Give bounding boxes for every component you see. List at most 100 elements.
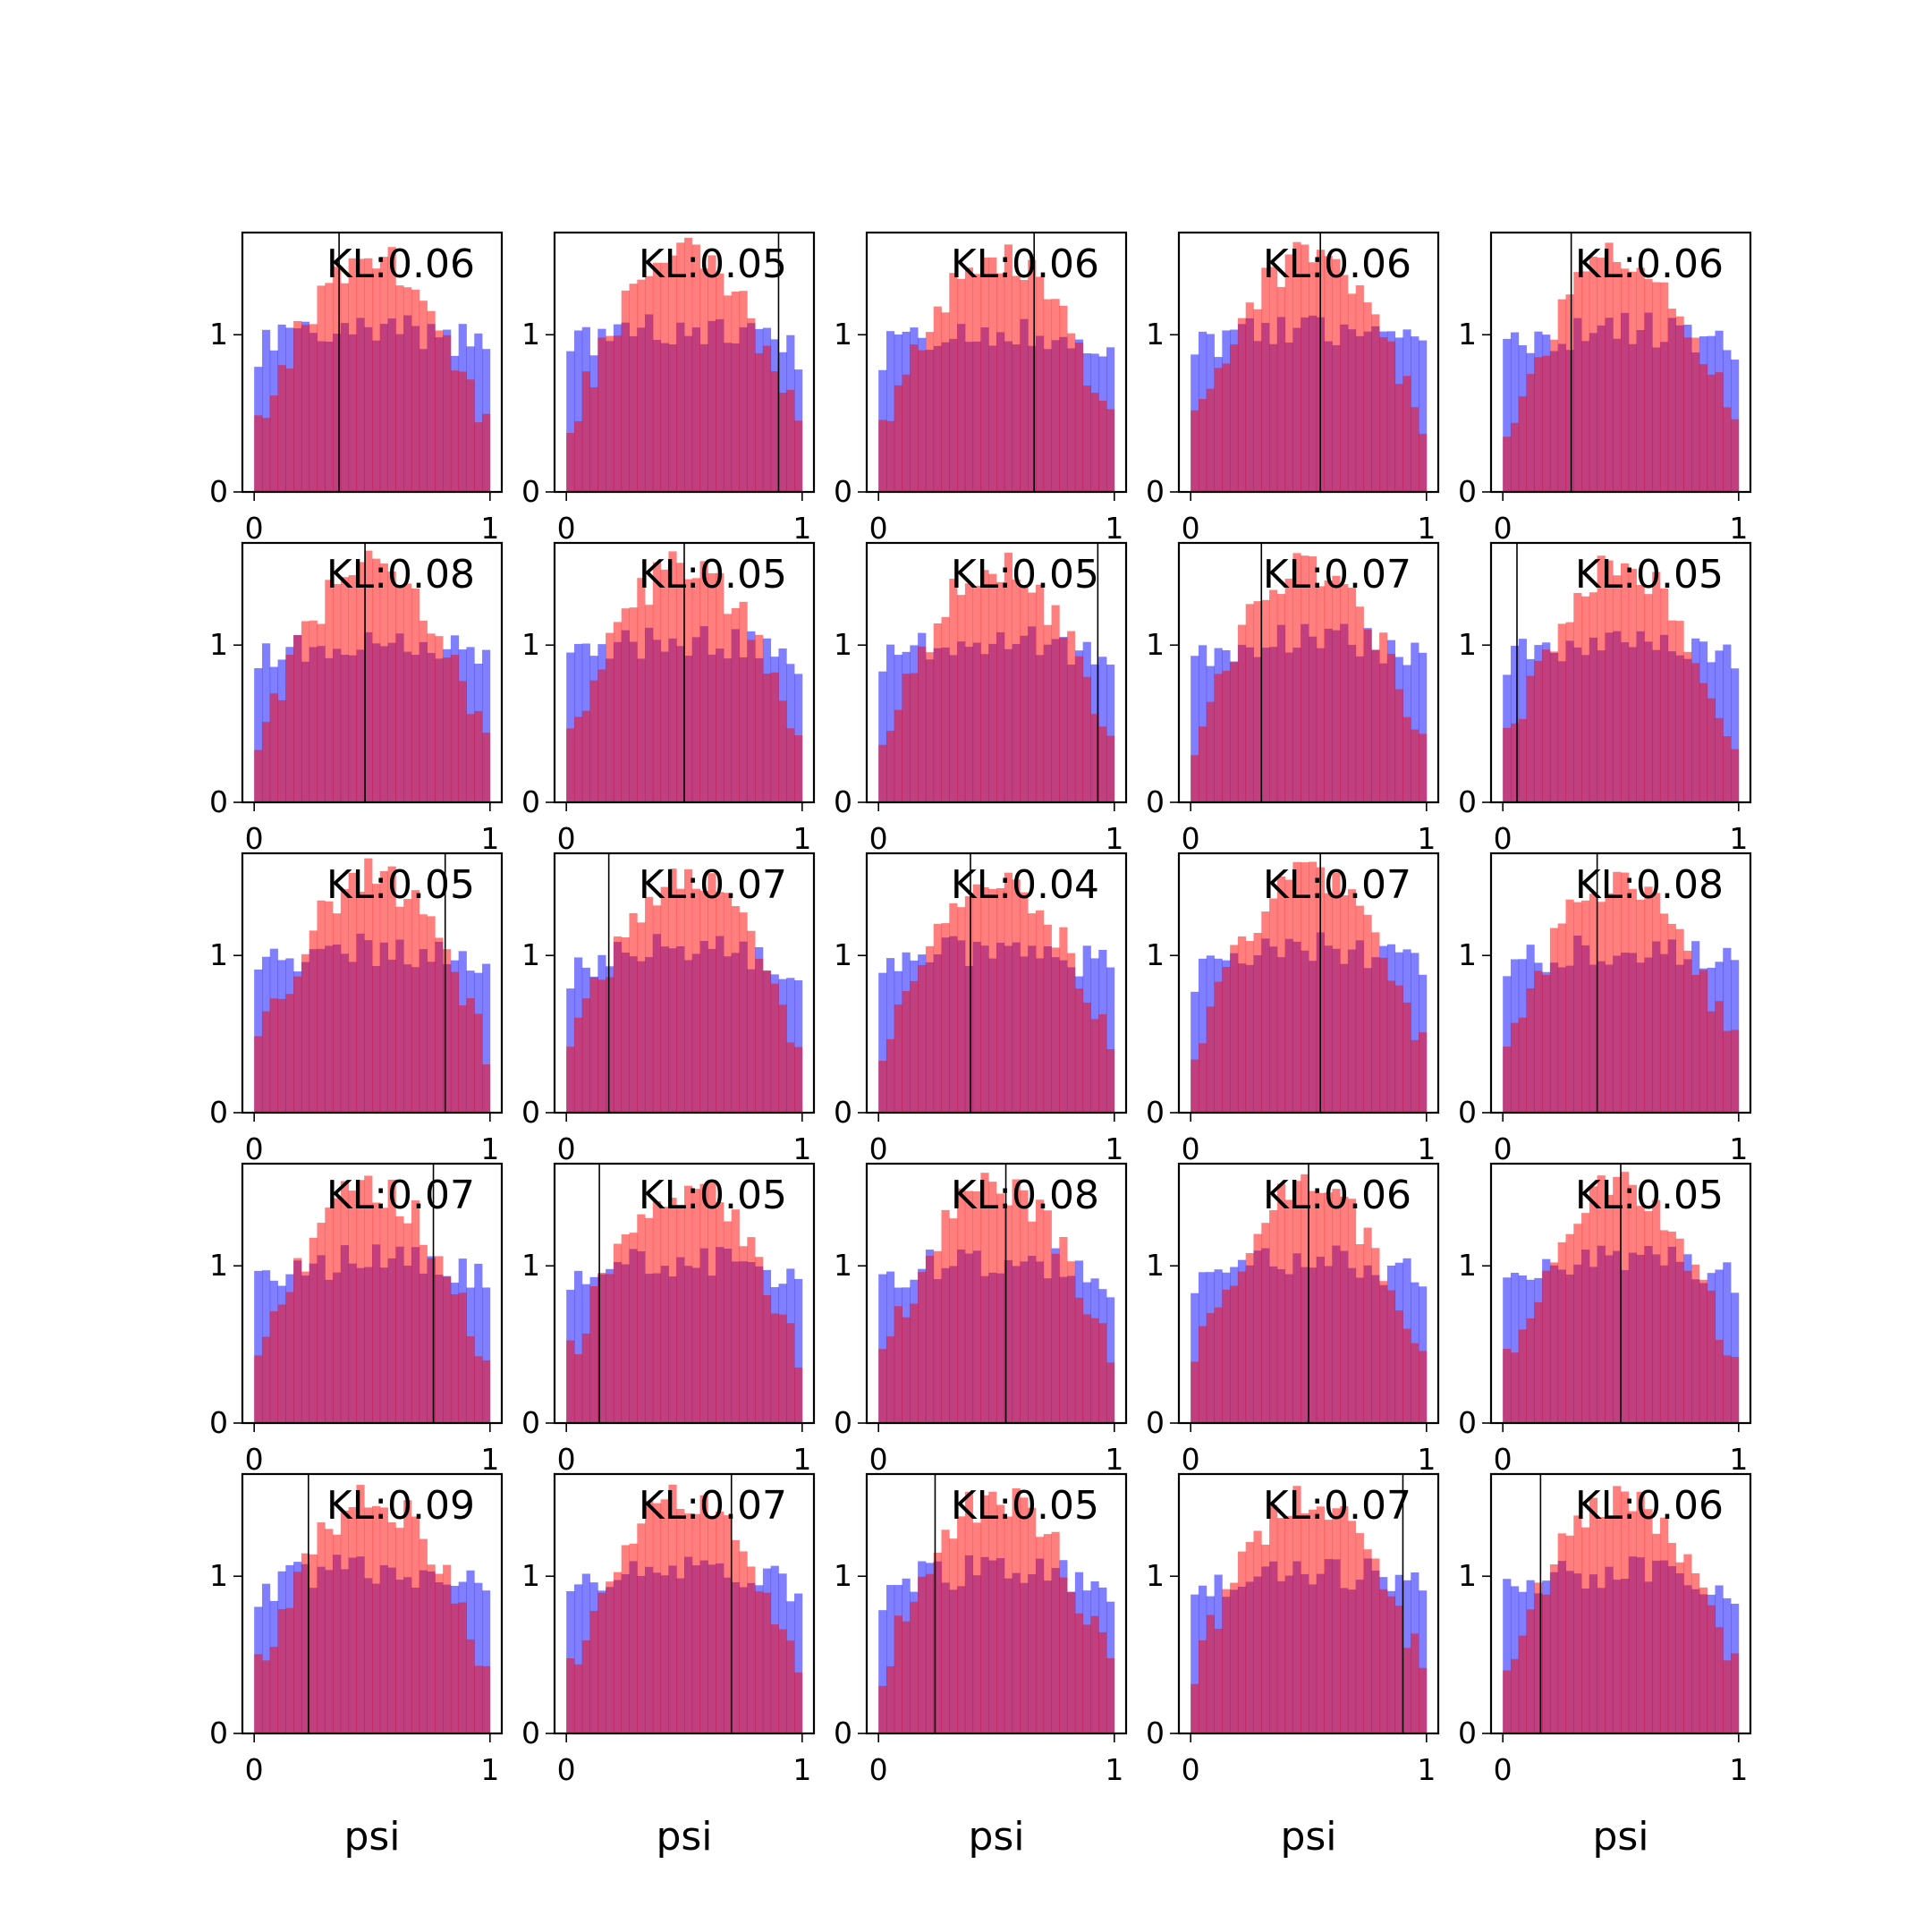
red-histogram-bar [1636,267,1645,492]
red-histogram-bar [731,292,740,492]
red-histogram-bar [762,970,772,1113]
red-histogram-bar [1106,1657,1115,1733]
y-tick-label: 1 [521,1558,540,1593]
kl-annotation: KL:0.07 [639,862,787,908]
red-histogram-bar [317,1522,326,1733]
y-tick-label: 0 [1146,784,1165,819]
red-histogram-bar [1379,337,1388,492]
red-histogram-bar [1012,1179,1021,1423]
axes-frame [1489,852,1752,1114]
red-histogram-bar [589,1610,598,1733]
red-histogram-bar [1605,242,1614,492]
red-histogram-bar [356,1180,365,1423]
subplot-2-1: 0 1 0 1 KL:0.08 [209,541,504,856]
red-histogram-bar [458,1602,467,1733]
red-histogram-bar [1707,374,1716,492]
red-histogram-bar [1557,1533,1566,1733]
red-histogram-bar [1347,293,1357,492]
red-histogram-bar [980,887,989,1113]
red-histogram-bar [1652,1199,1661,1423]
red-histogram-bar [1549,1563,1559,1733]
red-histogram-bar [731,1539,740,1733]
red-histogram-bar [606,977,614,1113]
red-histogram-bar [1526,675,1535,802]
red-histogram-bar [1715,1001,1724,1113]
blue-histogram-bar [566,652,575,802]
red-histogram-bar [1707,1011,1716,1113]
x-tick-label: 0 [869,511,888,546]
red-histogram-bar [1301,1513,1309,1733]
red-histogram-bar [1691,974,1700,1113]
red-histogram-bar [949,1218,958,1423]
y-tick-label: 1 [834,627,852,662]
y-tick-label: 0 [834,1095,852,1130]
red-histogram-bar [1691,1264,1700,1423]
red-histogram-bar [1191,1683,1199,1733]
axes-frame [865,231,1128,494]
red-histogram-bar [941,312,950,492]
red-histogram-bar [910,673,919,802]
y-tick-label: 0 [521,474,540,509]
red-histogram-bar [1419,1351,1428,1423]
red-histogram-bar [1723,1660,1732,1733]
red-histogram-bar [1020,892,1029,1113]
red-histogram-bar [1371,1558,1380,1733]
red-histogram-bar [458,1005,467,1113]
red-histogram-bar [474,710,483,802]
red-histogram-bar [660,569,669,802]
red-histogram-bar [466,379,475,492]
x-tick-label: 1 [792,511,811,546]
red-histogram-bar [1510,1352,1520,1423]
red-histogram-bar [589,680,598,802]
red-histogram-bar [1269,1504,1278,1733]
red-histogram-bar [317,1223,326,1423]
red-histogram-bar [1035,276,1045,492]
red-histogram-bar [372,884,381,1113]
red-histogram-bar [1309,1509,1318,1733]
red-histogram-bar [1628,1511,1637,1733]
red-histogram-bar [1542,1594,1551,1733]
red-histogram-bar [1534,1301,1543,1423]
red-histogram-bar [629,1233,638,1423]
red-histogram-bar [731,906,740,1113]
red-histogram-bar [277,1609,286,1733]
subplot-2-5: 0 1 0 1 KL:0.05 [1458,541,1752,856]
red-histogram-bar [941,616,950,802]
red-histogram-bar [1379,957,1388,1113]
kl-annotation: KL:0.05 [1575,552,1724,597]
red-histogram-bar [1581,271,1590,492]
kl-annotation: KL:0.05 [326,862,475,908]
red-histogram-bar [747,318,756,492]
red-histogram-bar [716,273,724,492]
red-histogram-bar [1613,871,1622,1113]
red-histogram-bar [1309,1191,1318,1423]
blue-histogram-bar [1191,656,1199,802]
axes-frame [1489,1472,1752,1735]
red-histogram-bar [964,1491,974,1733]
blue-histogram-bar [566,351,575,492]
red-histogram-bar [1605,1516,1614,1733]
red-histogram-bar [1067,333,1076,492]
red-histogram-bar [387,1522,396,1733]
red-histogram-bar [708,873,716,1113]
y-tick-label: 1 [209,1248,228,1283]
red-histogram-bar [1518,396,1527,492]
red-histogram-bar [1363,629,1372,802]
red-histogram-bar [1284,1199,1293,1423]
red-histogram-bar [1621,1491,1630,1733]
red-histogram-bar [894,1306,902,1423]
red-histogram-bar [1198,1326,1208,1423]
kl-annotation: KL:0.06 [1575,1483,1724,1529]
kl-annotation: KL:0.04 [951,862,1099,908]
axes-frame [241,541,504,804]
red-histogram-bar [301,1271,310,1423]
red-histogram-bar [364,858,373,1113]
red-histogram-bar [918,1576,927,1733]
red-histogram-bar [573,420,583,492]
x-tick-label: 0 [245,821,264,856]
kl-annotation: KL:0.08 [1575,862,1724,908]
red-histogram-bar [254,1036,263,1113]
red-histogram-bar [1292,861,1301,1113]
red-histogram-bar [1245,302,1254,492]
red-histogram-bar [902,674,911,802]
